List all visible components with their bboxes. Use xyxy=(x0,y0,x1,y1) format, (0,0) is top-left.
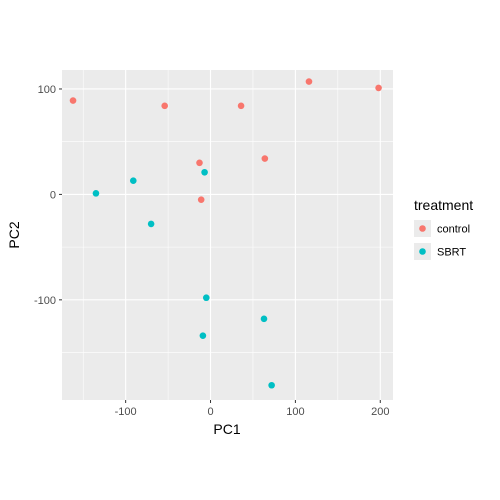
legend-swatch-control xyxy=(419,225,426,232)
control-point-3 xyxy=(305,78,313,85)
sbrt-point-3 xyxy=(147,220,155,228)
legend-swatch-sbrt xyxy=(419,248,426,255)
control-point-5 xyxy=(196,159,203,167)
y-tick-label-1: 0 xyxy=(50,189,56,201)
control-point-7 xyxy=(197,196,205,203)
x-tick-label-3: 200 xyxy=(371,406,389,418)
legend: treatment control SBRT xyxy=(414,197,473,260)
legend-label-sbrt: SBRT xyxy=(437,247,466,259)
plot-panel xyxy=(62,70,393,400)
control-point-4 xyxy=(375,84,382,92)
sbrt-point-1 xyxy=(129,177,137,185)
x-tick-label-1: 0 xyxy=(207,406,213,418)
control-point-6 xyxy=(261,155,269,162)
x-axis: -100 0 100 200 xyxy=(115,400,389,418)
sbrt-point-7 xyxy=(268,381,275,389)
sbrt-point-2 xyxy=(201,168,208,176)
y-axis: 100 0 -100 xyxy=(34,84,62,307)
legend-items: control SBRT xyxy=(414,220,470,260)
x-tick-label-0: -100 xyxy=(115,406,137,418)
y-axis-title: PC2 xyxy=(6,221,22,248)
legend-title: treatment xyxy=(414,197,473,213)
sbrt-point-6 xyxy=(199,332,207,339)
x-axis-title: PC1 xyxy=(213,421,240,437)
control-point-1 xyxy=(161,102,168,110)
legend-label-control: control xyxy=(437,224,470,236)
sbrt-point-0 xyxy=(92,190,100,197)
grid-major-lines xyxy=(62,70,393,400)
x-tick-label-2: 100 xyxy=(286,406,304,418)
y-tick-label-0: 100 xyxy=(38,84,56,96)
sbrt-point-4 xyxy=(202,294,210,302)
data-points xyxy=(69,78,382,389)
sbrt-point-5 xyxy=(260,315,268,323)
y-tick-label-2: -100 xyxy=(34,295,56,307)
control-point-2 xyxy=(237,102,245,110)
grid-minor-lines xyxy=(62,70,393,400)
control-point-0 xyxy=(69,97,77,104)
